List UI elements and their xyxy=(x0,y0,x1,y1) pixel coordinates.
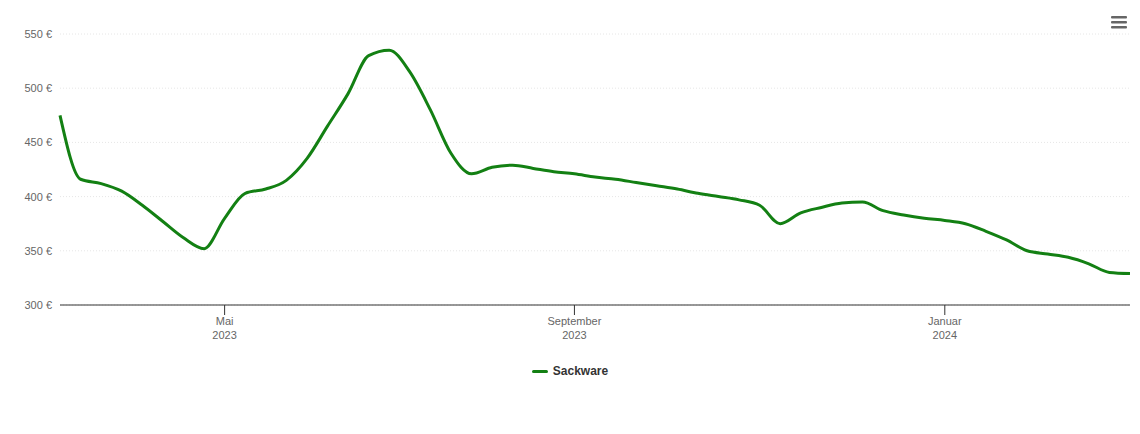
svg-text:Mai2023: Mai2023 xyxy=(212,315,236,341)
svg-text:Januar2024: Januar2024 xyxy=(928,315,962,341)
svg-text:550 €: 550 € xyxy=(24,28,52,40)
svg-text:500 €: 500 € xyxy=(24,82,52,94)
svg-text:400 €: 400 € xyxy=(24,191,52,203)
html-text:Sackware: Sackware xyxy=(552,364,609,378)
svg-text:September2023: September2023 xyxy=(548,315,602,341)
svg-text:450 €: 450 € xyxy=(24,136,52,148)
svg-text:300 €: 300 € xyxy=(24,299,52,311)
svg-text:350 €: 350 € xyxy=(24,245,52,257)
